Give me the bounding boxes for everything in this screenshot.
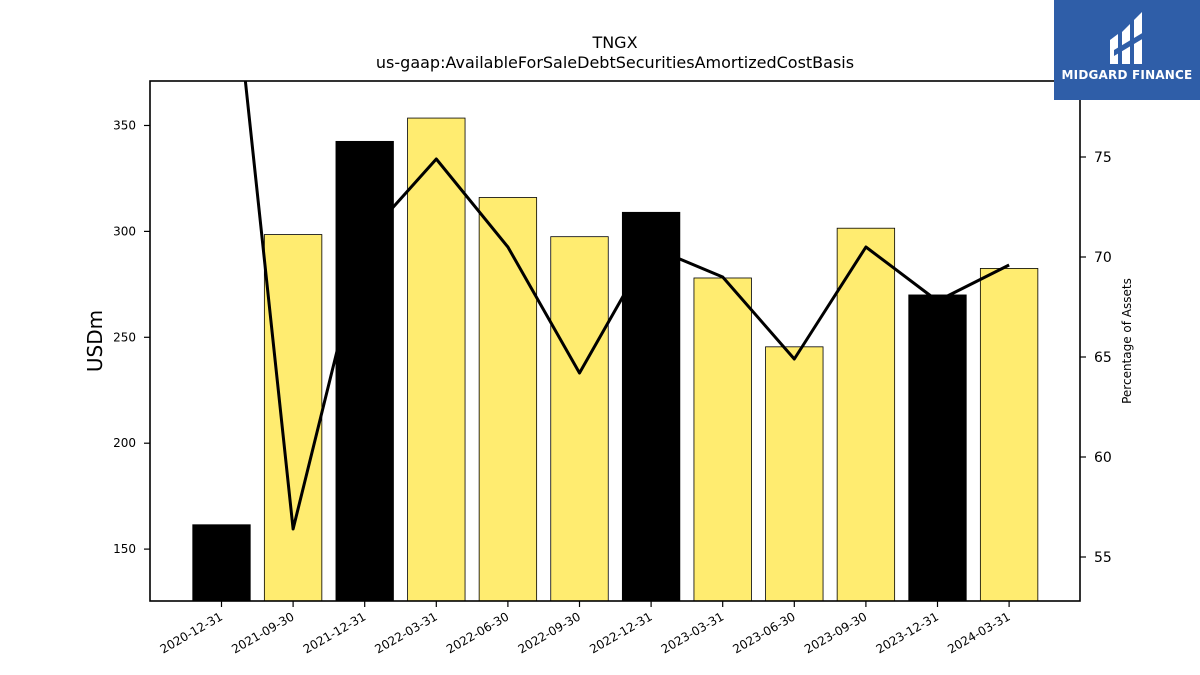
- y2-tick-label: 55: [1094, 550, 1112, 566]
- bar: [478, 197, 538, 602]
- x-tick-label: 2023-09-30: [802, 609, 869, 656]
- series-line: [243, 81, 1010, 531]
- y2-tick-label: 60: [1094, 450, 1112, 466]
- x-tick-label: 2022-03-31: [372, 609, 439, 656]
- bar: [621, 211, 681, 602]
- y-tick-label: 300: [113, 224, 136, 238]
- bar: [693, 277, 752, 602]
- bar: [550, 236, 609, 602]
- y2-axis-ticks: 55 60 65 70 75: [1080, 150, 1112, 566]
- y-axis-ticks: 150 200 250 300 350: [113, 118, 150, 556]
- chart-title: TNGX: [591, 33, 637, 52]
- plot-frame: [149, 80, 1081, 602]
- bar: [765, 346, 824, 602]
- bar: [979, 268, 1039, 602]
- x-tick-label: 2024-03-31: [945, 609, 1012, 656]
- x-tick-label: 2023-03-31: [659, 609, 726, 656]
- x-tick-label: 2020-12-31: [158, 609, 225, 656]
- bar: [836, 227, 896, 602]
- y-tick-label: 150: [113, 542, 136, 556]
- bar: [192, 524, 251, 602]
- y-tick-label: 200: [113, 436, 136, 450]
- x-tick-label: 2021-09-30: [229, 609, 296, 656]
- x-axis-ticks: 2020-12-31 2021-09-30 2021-12-31 2022-03-31…: [158, 601, 1013, 656]
- y-tick-label: 250: [113, 330, 136, 344]
- y-tick-label: 350: [113, 118, 136, 132]
- x-tick-label: 2022-06-30: [444, 609, 511, 656]
- midgard-logo-icon: [1110, 12, 1144, 64]
- bar: [263, 234, 323, 602]
- y2-tick-label: 65: [1094, 350, 1112, 366]
- chart-subtitle: us-gaap:AvailableForSaleDebtSecuritiesAm…: [376, 53, 854, 72]
- bar: [407, 117, 466, 602]
- x-tick-label: 2021-12-31: [301, 609, 368, 656]
- y2-tick-label: 70: [1094, 250, 1112, 266]
- x-tick-label: 2022-09-30: [516, 609, 583, 656]
- line-group: [243, 81, 1010, 531]
- brand-name: MIDGARD FINANCE: [1061, 68, 1193, 82]
- x-tick-label: 2023-06-30: [730, 609, 797, 656]
- y2-axis-label: Percentage of Assets: [1120, 278, 1134, 404]
- bar: [335, 140, 394, 602]
- y-axis-label: USDm: [83, 310, 107, 372]
- y2-tick-label: 75: [1094, 150, 1112, 166]
- x-tick-label: 2022-12-31: [587, 609, 654, 656]
- bar: [908, 294, 967, 602]
- x-tick-label: 2023-12-31: [874, 609, 941, 656]
- brand-logo: MIDGARD FINANCE: [1054, 0, 1200, 100]
- bars-group: [192, 117, 1039, 602]
